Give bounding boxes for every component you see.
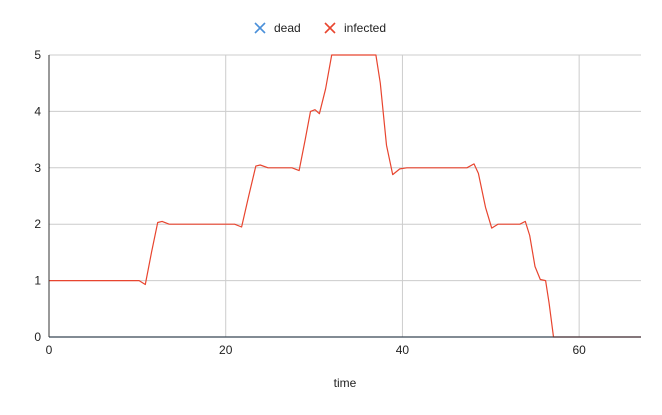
legend-item-infected: infected [324,21,386,35]
legend-label: dead [274,21,301,35]
series-line-infected [49,54,641,338]
legend-item-dead: dead [254,21,301,35]
x-axis-label: time [334,376,357,390]
legend-label: infected [344,21,386,35]
x-tick-label: 60 [572,343,586,357]
y-tick-label: 2 [34,217,41,231]
legend-marker-x-icon [254,22,266,34]
legend: dead infected [254,21,386,35]
y-tick-label: 4 [34,104,41,118]
y-tick-label: 0 [34,330,41,344]
x-tick-label: 40 [396,343,410,357]
axes-layer: 0 1 2 3 4 5 0 20 40 60 [34,48,641,357]
x-tick-label: 0 [46,343,53,357]
gridlines [49,54,641,337]
y-tick-label: 1 [34,274,41,288]
y-tick-label: 5 [34,48,41,62]
legend-marker-x-icon [324,22,336,34]
y-tick-label: 3 [34,161,41,175]
series-layer [49,54,641,338]
x-tick-label: 20 [219,343,233,357]
